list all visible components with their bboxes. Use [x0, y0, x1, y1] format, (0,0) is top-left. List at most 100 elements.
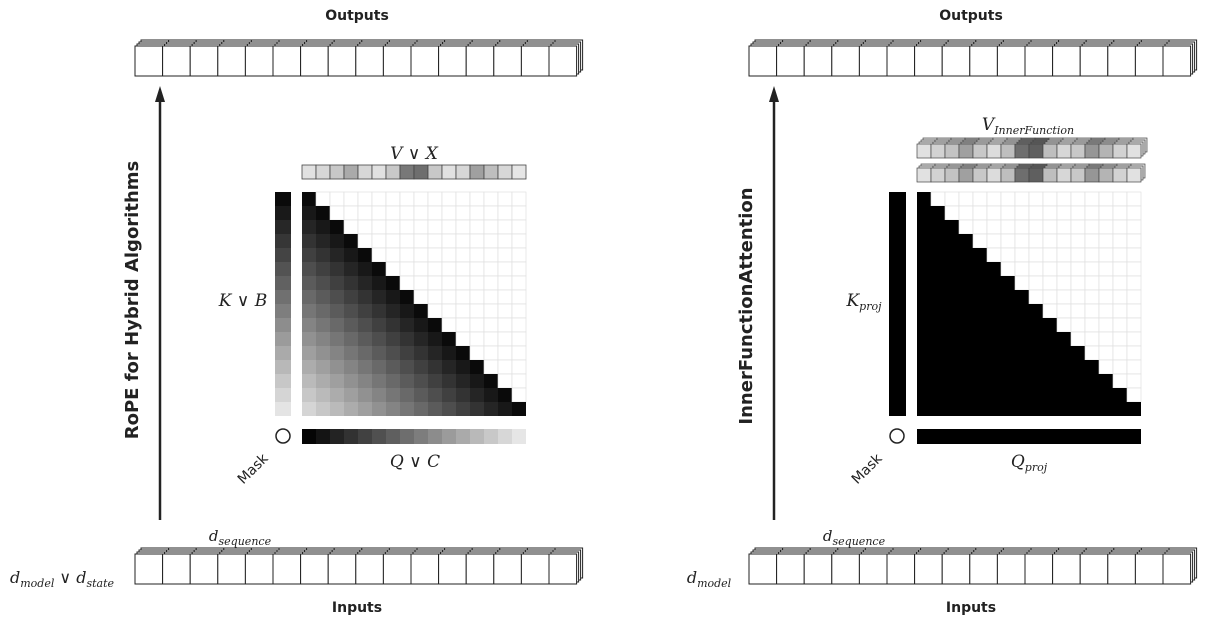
k-proj-column — [889, 192, 906, 416]
matrix-cell — [330, 374, 344, 388]
matrix-cell — [1001, 374, 1015, 388]
token-cell — [162, 45, 191, 77]
matrix-empty-cell — [1014, 247, 1030, 263]
matrix-empty-cell — [455, 331, 471, 347]
matrix-cell — [973, 290, 987, 304]
matrix-empty-cell — [455, 303, 471, 319]
v-inner-cell — [916, 167, 932, 183]
matrix-empty-cell — [385, 247, 401, 263]
matrix-cell — [1001, 318, 1015, 332]
right-k-label: Kproj — [845, 291, 882, 313]
matrix-cell — [987, 388, 1001, 402]
matrix-empty-cell — [511, 261, 527, 277]
matrix-empty-cell — [385, 191, 401, 207]
right-q-row — [917, 429, 1141, 444]
matrix-empty-cell — [469, 303, 485, 319]
matrix-cell — [358, 290, 372, 304]
v-inner-cell — [972, 143, 988, 159]
matrix-cell — [917, 192, 931, 206]
token-cell — [914, 553, 943, 585]
matrix-empty-cell — [413, 233, 429, 249]
matrix-empty-cell — [1084, 289, 1100, 305]
right-mask-label: Mask — [849, 450, 886, 487]
matrix-cell — [330, 262, 344, 276]
matrix-empty-cell — [483, 359, 499, 375]
matrix-cell — [302, 360, 316, 374]
matrix-cell — [302, 388, 316, 402]
matrix-cell — [1015, 318, 1029, 332]
matrix-cell — [386, 318, 400, 332]
matrix-cell — [372, 388, 386, 402]
matrix-cell — [973, 346, 987, 360]
matrix-empty-cell — [385, 261, 401, 277]
v-inner-cell — [916, 143, 932, 159]
left-v-row — [301, 164, 527, 180]
matrix-cell — [428, 346, 442, 360]
matrix-empty-cell — [1000, 233, 1016, 249]
matrix-cell — [358, 318, 372, 332]
matrix-cell — [344, 332, 358, 346]
matrix-cell — [344, 276, 358, 290]
matrix-cell — [400, 304, 414, 318]
matrix-empty-cell — [455, 219, 471, 235]
token-cell — [1134, 45, 1164, 77]
matrix-empty-cell — [399, 191, 415, 207]
matrix-cell — [959, 290, 973, 304]
matrix-empty-cell — [1098, 303, 1114, 319]
left-v-label: V ∨ X — [390, 144, 439, 164]
token-cell — [969, 45, 998, 77]
matrix-cell — [400, 332, 414, 346]
matrix-empty-cell — [1098, 247, 1114, 263]
matrix-empty-cell — [399, 275, 415, 291]
matrix-cell — [1015, 290, 1029, 304]
matrix-empty-cell — [483, 331, 499, 347]
token-cell — [1162, 553, 1192, 585]
matrix-cell — [330, 402, 344, 416]
matrix-cell — [316, 262, 330, 276]
matrix-empty-cell — [1126, 205, 1142, 221]
matrix-empty-cell — [1014, 233, 1030, 249]
matrix-empty-cell — [427, 219, 443, 235]
matrix-empty-cell — [497, 191, 513, 207]
right-v-stack — [916, 137, 1148, 183]
matrix-empty-cell — [1126, 247, 1142, 263]
matrix-empty-cell — [944, 205, 960, 221]
matrix-empty-cell — [1070, 191, 1086, 207]
q-cell — [414, 429, 428, 444]
q-cell — [358, 429, 372, 444]
matrix-empty-cell — [1000, 205, 1016, 221]
k-cell — [275, 290, 291, 304]
v-inner-cell — [1014, 167, 1030, 183]
v-cell — [455, 164, 471, 180]
matrix-empty-cell — [469, 219, 485, 235]
matrix-cell — [917, 248, 931, 262]
k-cell — [275, 402, 291, 416]
matrix-cell — [931, 262, 945, 276]
matrix-cell — [316, 290, 330, 304]
matrix-empty-cell — [511, 359, 527, 375]
matrix-empty-cell — [944, 191, 960, 207]
token-cell — [465, 553, 495, 585]
v-inner-cell — [986, 167, 1002, 183]
matrix-cell — [428, 402, 442, 416]
matrix-cell — [1015, 332, 1029, 346]
q-cell — [302, 429, 316, 444]
v-inner-cell — [972, 167, 988, 183]
matrix-cell — [330, 290, 344, 304]
matrix-empty-cell — [371, 219, 387, 235]
matrix-empty-cell — [1070, 275, 1086, 291]
matrix-empty-cell — [1042, 205, 1058, 221]
matrix-empty-cell — [1056, 219, 1072, 235]
matrix-cell — [386, 332, 400, 346]
v-inner-cell — [944, 167, 960, 183]
matrix-empty-cell — [1098, 359, 1114, 375]
matrix-empty-cell — [1112, 289, 1128, 305]
matrix-empty-cell — [413, 289, 429, 305]
matrix-empty-cell — [441, 303, 457, 319]
matrix-cell — [428, 388, 442, 402]
matrix-empty-cell — [329, 205, 345, 221]
matrix-cell — [987, 332, 1001, 346]
matrix-cell — [1057, 346, 1071, 360]
matrix-empty-cell — [427, 303, 443, 319]
matrix-empty-cell — [483, 289, 499, 305]
